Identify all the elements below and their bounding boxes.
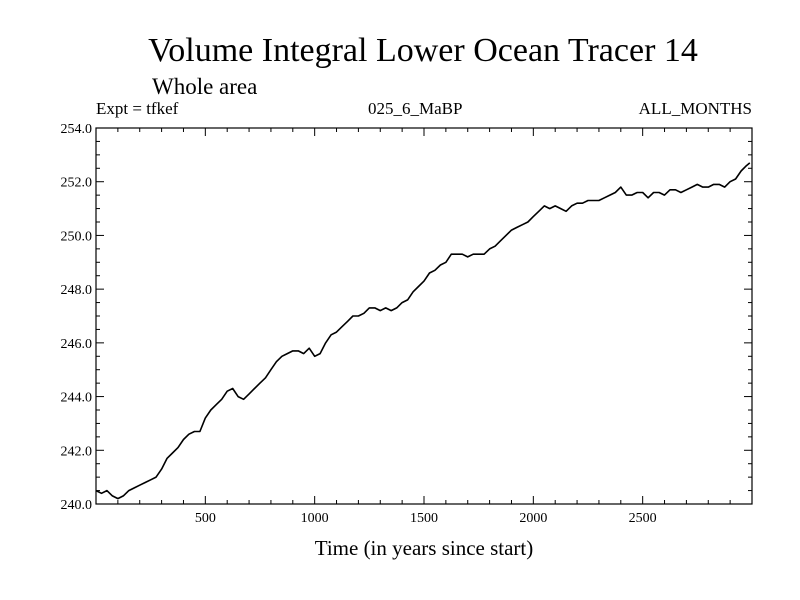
y-tick-label: 252.0 (61, 176, 93, 191)
y-tick-label: 254.0 (61, 122, 93, 137)
y-tick-label: 248.0 (61, 283, 93, 298)
tick-marks (96, 128, 752, 504)
run-label: 025_6_MaBP (368, 99, 463, 118)
x-tick-label: 500 (195, 511, 216, 526)
x-tick-label: 1500 (410, 511, 438, 526)
x-tick-label: 2500 (629, 511, 657, 526)
chart-title: Volume Integral Lower Ocean Tracer 14 (148, 32, 698, 69)
tick-labels: 500 1000 1500 2000 2500 240.0 242.0 244.0 246.0 2… (61, 122, 657, 526)
y-tick-label: 246.0 (61, 337, 93, 352)
y-tick-label: 250.0 (61, 229, 93, 244)
y-tick-label: 240.0 (61, 498, 93, 513)
x-tick-label: 2000 (519, 511, 547, 526)
x-tick-label: 1000 (301, 511, 329, 526)
period-label: ALL_MONTHS (638, 99, 752, 118)
plot-frame (95, 127, 753, 505)
series-line (95, 162, 751, 500)
y-tick-label: 242.0 (61, 444, 93, 459)
x-axis-label: Time (in years since start) (314, 536, 534, 560)
experiment-label: Expt = tfkef (96, 99, 179, 118)
chart-subtitle: Whole area (152, 74, 258, 99)
y-tick-label: 244.0 (61, 391, 93, 406)
